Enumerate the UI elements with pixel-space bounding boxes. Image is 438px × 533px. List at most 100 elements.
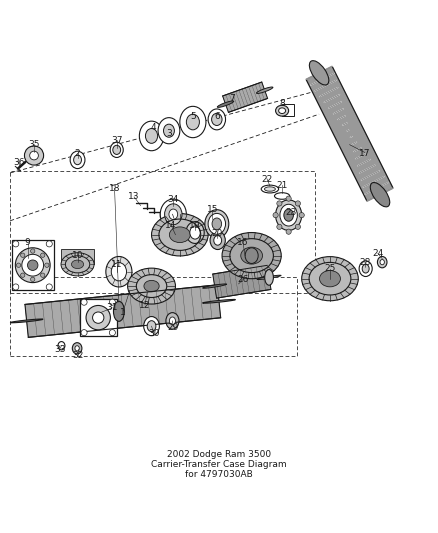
Text: 29: 29 (168, 323, 179, 332)
Circle shape (45, 263, 49, 268)
Ellipse shape (205, 209, 229, 238)
Ellipse shape (113, 146, 120, 155)
Ellipse shape (359, 261, 372, 277)
Ellipse shape (203, 284, 227, 288)
Polygon shape (213, 265, 271, 298)
Ellipse shape (160, 199, 186, 230)
Circle shape (81, 329, 87, 336)
Ellipse shape (284, 209, 293, 221)
Circle shape (273, 213, 278, 218)
Ellipse shape (320, 271, 340, 287)
Ellipse shape (302, 256, 358, 301)
Ellipse shape (170, 227, 190, 243)
Circle shape (13, 241, 19, 247)
Ellipse shape (380, 260, 385, 265)
Ellipse shape (180, 107, 206, 138)
Polygon shape (61, 249, 94, 264)
Circle shape (299, 213, 304, 218)
Text: 10: 10 (72, 251, 83, 260)
Text: 23: 23 (285, 207, 297, 216)
Circle shape (31, 249, 35, 253)
Ellipse shape (362, 264, 369, 273)
Text: 1: 1 (120, 308, 126, 317)
Bar (80, 299, 117, 336)
Circle shape (41, 273, 45, 277)
Text: 21: 21 (276, 181, 288, 190)
Ellipse shape (212, 114, 222, 125)
Circle shape (16, 263, 21, 268)
Ellipse shape (127, 268, 176, 304)
Circle shape (295, 201, 300, 206)
Ellipse shape (71, 260, 84, 269)
Ellipse shape (222, 232, 281, 279)
Circle shape (277, 201, 282, 206)
Text: 2002 Dodge Ram 3500
Carrier-Transfer Case Diagram
for 4797030AB: 2002 Dodge Ram 3500 Carrier-Transfer Cas… (151, 450, 287, 479)
Text: 19: 19 (189, 221, 201, 230)
Ellipse shape (144, 280, 159, 292)
Text: 12: 12 (139, 301, 151, 310)
Circle shape (286, 229, 291, 235)
Text: 16: 16 (237, 238, 249, 247)
Text: 22: 22 (261, 175, 272, 184)
Ellipse shape (279, 108, 286, 114)
Circle shape (31, 277, 35, 281)
Ellipse shape (10, 319, 43, 323)
Circle shape (15, 248, 50, 282)
Text: 18: 18 (109, 184, 120, 192)
Ellipse shape (265, 270, 273, 285)
Ellipse shape (210, 231, 225, 249)
Ellipse shape (212, 218, 222, 230)
Ellipse shape (70, 151, 85, 168)
Ellipse shape (110, 142, 123, 157)
Ellipse shape (144, 317, 159, 336)
Ellipse shape (245, 248, 258, 263)
Circle shape (46, 241, 52, 247)
Ellipse shape (166, 313, 179, 329)
Ellipse shape (257, 87, 273, 93)
Ellipse shape (158, 118, 180, 144)
Text: 20: 20 (211, 229, 223, 238)
Ellipse shape (72, 343, 82, 354)
Ellipse shape (241, 247, 262, 264)
Text: 11: 11 (111, 260, 123, 269)
Text: 28: 28 (359, 257, 371, 266)
Text: 34: 34 (168, 195, 179, 204)
Text: 24: 24 (372, 249, 384, 258)
Ellipse shape (186, 222, 204, 244)
Text: 26: 26 (237, 275, 249, 284)
Text: 14: 14 (166, 221, 177, 230)
Ellipse shape (370, 182, 390, 207)
Ellipse shape (265, 187, 276, 191)
Ellipse shape (309, 61, 329, 85)
Ellipse shape (74, 155, 81, 165)
Text: 3: 3 (166, 130, 172, 138)
Circle shape (25, 146, 44, 165)
Text: 35: 35 (28, 140, 40, 149)
Text: 4: 4 (151, 123, 156, 132)
Text: 36: 36 (13, 158, 25, 166)
Circle shape (86, 305, 110, 330)
Ellipse shape (214, 236, 222, 245)
Circle shape (277, 224, 282, 229)
Circle shape (92, 312, 104, 324)
Circle shape (41, 253, 45, 257)
Bar (282, 104, 294, 116)
Ellipse shape (61, 253, 94, 276)
Ellipse shape (163, 124, 174, 137)
Text: 37: 37 (111, 136, 123, 145)
Text: 6: 6 (214, 112, 220, 121)
Circle shape (13, 284, 19, 290)
Ellipse shape (261, 185, 279, 193)
Circle shape (28, 260, 38, 270)
Ellipse shape (202, 300, 236, 303)
Ellipse shape (208, 109, 226, 130)
Text: 9: 9 (25, 238, 30, 247)
Ellipse shape (186, 114, 199, 130)
Circle shape (295, 224, 300, 229)
Ellipse shape (75, 346, 79, 351)
Ellipse shape (113, 301, 124, 321)
Text: 33: 33 (54, 345, 66, 354)
Circle shape (110, 299, 116, 305)
Text: 15: 15 (207, 205, 218, 214)
Ellipse shape (58, 342, 65, 350)
